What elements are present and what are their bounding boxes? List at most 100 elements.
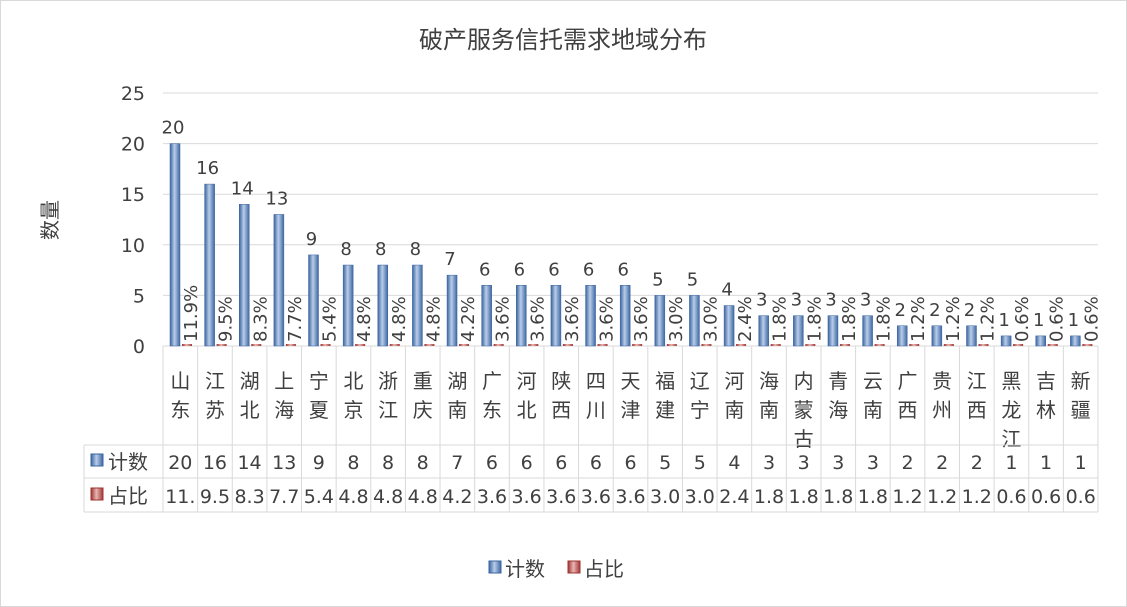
data-label-count: 8: [410, 239, 421, 260]
table-cell-share: 4.8: [373, 486, 403, 508]
data-label-count: 3: [860, 290, 871, 311]
bar-count: [585, 285, 596, 347]
bar-count: [896, 325, 908, 347]
data-label-share: 0.6%: [1081, 296, 1102, 342]
bar-count: [550, 285, 562, 347]
data-label-count: 2: [929, 300, 940, 321]
bar-count: [273, 214, 285, 347]
table-cell-share: 4.2: [442, 486, 472, 508]
category-label: 西: [551, 398, 571, 422]
y-tick-label: 20: [121, 134, 145, 156]
category-label: 西: [898, 398, 918, 422]
data-label-count: 6: [548, 259, 559, 280]
bar-count: [308, 254, 319, 347]
category-label: 福: [655, 369, 675, 393]
table-cell-share: 1.2: [892, 486, 922, 508]
bar-count: [1035, 335, 1046, 347]
bar-count: [412, 264, 423, 347]
category-label: 夏: [309, 398, 329, 422]
data-label-share: 7.7%: [285, 296, 306, 342]
category-label: 青: [828, 369, 848, 393]
table-cell-share: 1.8: [823, 486, 853, 508]
table-cell-share: 5.4: [304, 486, 334, 508]
bar-count: [446, 274, 458, 347]
legend-label-share: 占比: [584, 557, 624, 581]
bar-share: [459, 344, 470, 346]
legend-key-share: [90, 487, 104, 501]
data-label-count: 3: [756, 290, 767, 311]
table-cell-share: 3.0: [685, 486, 715, 508]
table-header-share: 占比: [108, 484, 148, 508]
table-cell-share: 0.6: [996, 486, 1026, 508]
table-cell-share: 3.6: [615, 486, 645, 508]
data-label-count: 6: [617, 259, 628, 280]
table-cell-count: 5: [659, 452, 671, 474]
legend-swatch-count: [488, 560, 502, 574]
bar-count: [239, 204, 250, 347]
data-label-share: 1.2%: [908, 296, 929, 342]
table-cell-count: 6: [521, 452, 533, 474]
bar-share: [1047, 344, 1058, 346]
data-label-count: 20: [162, 118, 185, 139]
table-cell-share: 9.5: [200, 486, 230, 508]
table-cell-count: 1: [1075, 452, 1087, 474]
category-label: 四: [586, 369, 606, 393]
y-tick-label: 15: [121, 184, 145, 206]
data-label-count: 1: [1033, 310, 1044, 331]
y-axis-label: 数量: [38, 200, 62, 240]
category-label: 贵: [932, 369, 952, 393]
table-cell-share: 2.4: [719, 486, 749, 508]
category-label: 东: [170, 398, 190, 422]
legend-swatch-share: [567, 560, 581, 574]
bar-count: [758, 315, 769, 347]
table-cell-share: 0.6: [1066, 486, 1096, 508]
category-label: 京: [343, 398, 363, 422]
data-label-count: 3: [791, 290, 802, 311]
category-label: 东: [482, 398, 502, 422]
data-label-share: 3.6%: [527, 296, 548, 342]
bar-share: [424, 344, 435, 346]
bar-share: [597, 344, 608, 346]
data-label-share: 3.6%: [493, 296, 514, 342]
table-cell-count: 20: [168, 452, 192, 474]
bar-share: [528, 344, 539, 346]
data-label-share: 4.2%: [458, 296, 479, 342]
category-label: 湖: [240, 369, 260, 393]
table-cell-count: 8: [417, 452, 429, 474]
bar-count: [516, 285, 527, 347]
table-cell-share: 4.8: [408, 486, 438, 508]
bar-count: [377, 264, 389, 347]
bar-count: [342, 264, 354, 347]
bar-share: [355, 344, 366, 346]
bar-share: [874, 344, 885, 346]
category-label: 南: [863, 398, 883, 422]
data-label-count: 6: [479, 259, 490, 280]
bar-share: [978, 344, 989, 346]
table-cell-share: 1.2: [927, 486, 957, 508]
category-label: 南: [759, 398, 779, 422]
data-label-share: 9.5%: [216, 296, 237, 342]
category-label: 辽: [690, 369, 710, 393]
category-label: 河: [724, 369, 744, 393]
bar-count: [204, 183, 215, 347]
category-label: 北: [240, 398, 260, 422]
category-label: 上: [274, 369, 294, 393]
bar-count: [827, 315, 839, 347]
bar-count: [689, 295, 700, 347]
table-cell-count: 8: [382, 452, 394, 474]
data-label-share: 8.3%: [250, 296, 271, 342]
data-label-share: 1.8%: [770, 296, 791, 342]
table-cell-share: 1.8: [789, 486, 819, 508]
bar-share: [1082, 344, 1093, 346]
category-label: 宁: [690, 398, 710, 422]
category-label: 海: [274, 398, 294, 422]
bar-share: [493, 344, 504, 346]
data-label-share: 1.8%: [874, 296, 895, 342]
table-cell-share: 8.3: [234, 486, 264, 508]
table-cell-share: 3.6: [477, 486, 507, 508]
category-label: 宁: [309, 369, 329, 393]
bar-share: [839, 344, 850, 346]
